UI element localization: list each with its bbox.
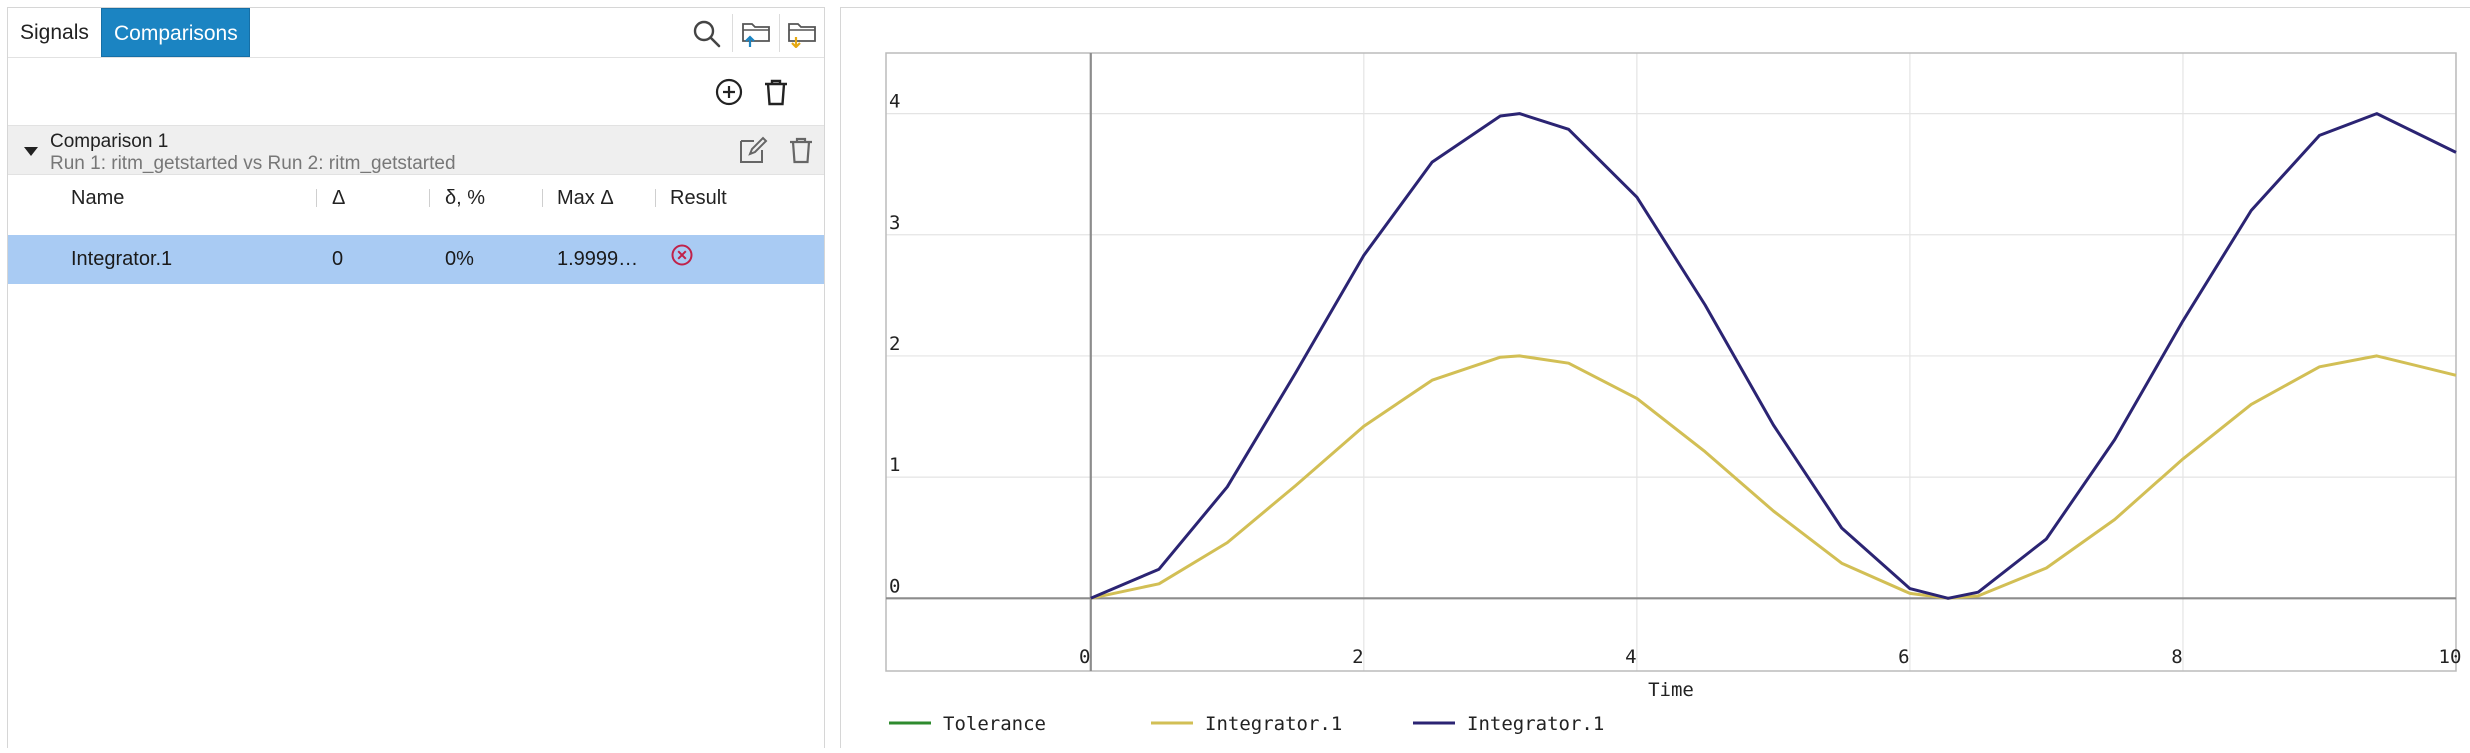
- table-header: Name Δ δ, % Max Δ Result: [8, 175, 824, 221]
- y-tick-label: 2: [889, 333, 900, 355]
- chart-series: [1090, 112, 2457, 600]
- x-tick-label: 8: [2171, 646, 2182, 668]
- chart-legend: Tolerance Integrator.1 Integrator.1: [889, 713, 1604, 735]
- toolbar-divider: [732, 14, 733, 52]
- cell-name: Integrator.1: [71, 248, 173, 270]
- column-divider[interactable]: [542, 189, 543, 207]
- chart-axes: [886, 53, 2456, 671]
- column-result[interactable]: Result: [670, 187, 727, 209]
- comparison-title: Comparison 1: [50, 131, 169, 152]
- x-tick-label: 6: [1898, 646, 1909, 668]
- column-divider[interactable]: [429, 189, 430, 207]
- cell-delta-percent: 0%: [445, 248, 474, 270]
- y-tick-label: 0: [889, 575, 900, 597]
- column-name[interactable]: Name: [71, 187, 125, 209]
- add-circle-icon[interactable]: [714, 77, 744, 107]
- y-tick-label: 4: [889, 91, 900, 113]
- legend-label[interactable]: Integrator.1: [1205, 713, 1342, 735]
- trash-icon[interactable]: [786, 135, 816, 165]
- folder-download-icon[interactable]: [787, 18, 819, 48]
- comparisons-panel: Signals Comparisons Comparis: [7, 7, 825, 748]
- plot-panel: 0 2 4 6 8 10 0 1 2 3 4 Time Tolerance Integrator.1 I…: [840, 7, 2470, 748]
- toolbar-divider: [779, 14, 780, 52]
- series-line-1[interactable]: [1090, 354, 2457, 600]
- column-delta-percent[interactable]: δ, %: [445, 187, 486, 209]
- tab-bar: Signals Comparisons: [8, 8, 824, 58]
- cell-delta: 0: [332, 248, 344, 270]
- tab-comparisons[interactable]: Comparisons: [101, 8, 250, 57]
- legend-label[interactable]: Tolerance: [943, 713, 1046, 735]
- legend-label[interactable]: Integrator.1: [1467, 713, 1604, 735]
- plot-area-border: [885, 52, 2457, 672]
- column-divider[interactable]: [316, 189, 317, 207]
- column-max-delta[interactable]: Max Δ: [557, 187, 614, 209]
- series-line-2[interactable]: [1090, 112, 2457, 600]
- table-row[interactable]: Integrator.1 0 0% 1.9999…: [8, 235, 824, 284]
- column-divider[interactable]: [655, 189, 656, 207]
- y-tick-label: 3: [889, 212, 900, 234]
- x-axis-label: Time: [1648, 679, 1694, 701]
- collapse-caret-icon[interactable]: [24, 147, 38, 156]
- edit-icon[interactable]: [738, 135, 768, 165]
- comparison-group-header[interactable]: Comparison 1 Run 1: ritm_getstarted vs R…: [8, 125, 824, 175]
- chart-tick-labels: 0 2 4 6 8 10 0 1 2 3 4: [889, 91, 2461, 668]
- comparison-actions: [8, 58, 824, 125]
- x-tick-label: 0: [1079, 646, 1090, 668]
- trash-icon[interactable]: [761, 77, 791, 107]
- error-circle-icon: [671, 244, 693, 266]
- comparison-chart[interactable]: 0 2 4 6 8 10 0 1 2 3 4 Time Tolerance Integrator.1 I…: [841, 8, 2469, 748]
- x-tick-label: 2: [1352, 646, 1363, 668]
- y-tick-label: 1: [889, 454, 900, 476]
- column-delta[interactable]: Δ: [332, 187, 346, 209]
- folder-upload-icon[interactable]: [741, 18, 773, 48]
- cell-max-delta: 1.9999…: [557, 248, 639, 270]
- chart-grid: [886, 53, 2457, 671]
- comparison-subtitle: Run 1: ritm_getstarted vs Run 2: ritm_ge…: [50, 153, 456, 174]
- tab-signals[interactable]: Signals: [20, 21, 89, 44]
- x-tick-label: 10: [2439, 646, 2462, 668]
- x-tick-label: 4: [1625, 646, 1636, 668]
- search-icon[interactable]: [691, 18, 723, 48]
